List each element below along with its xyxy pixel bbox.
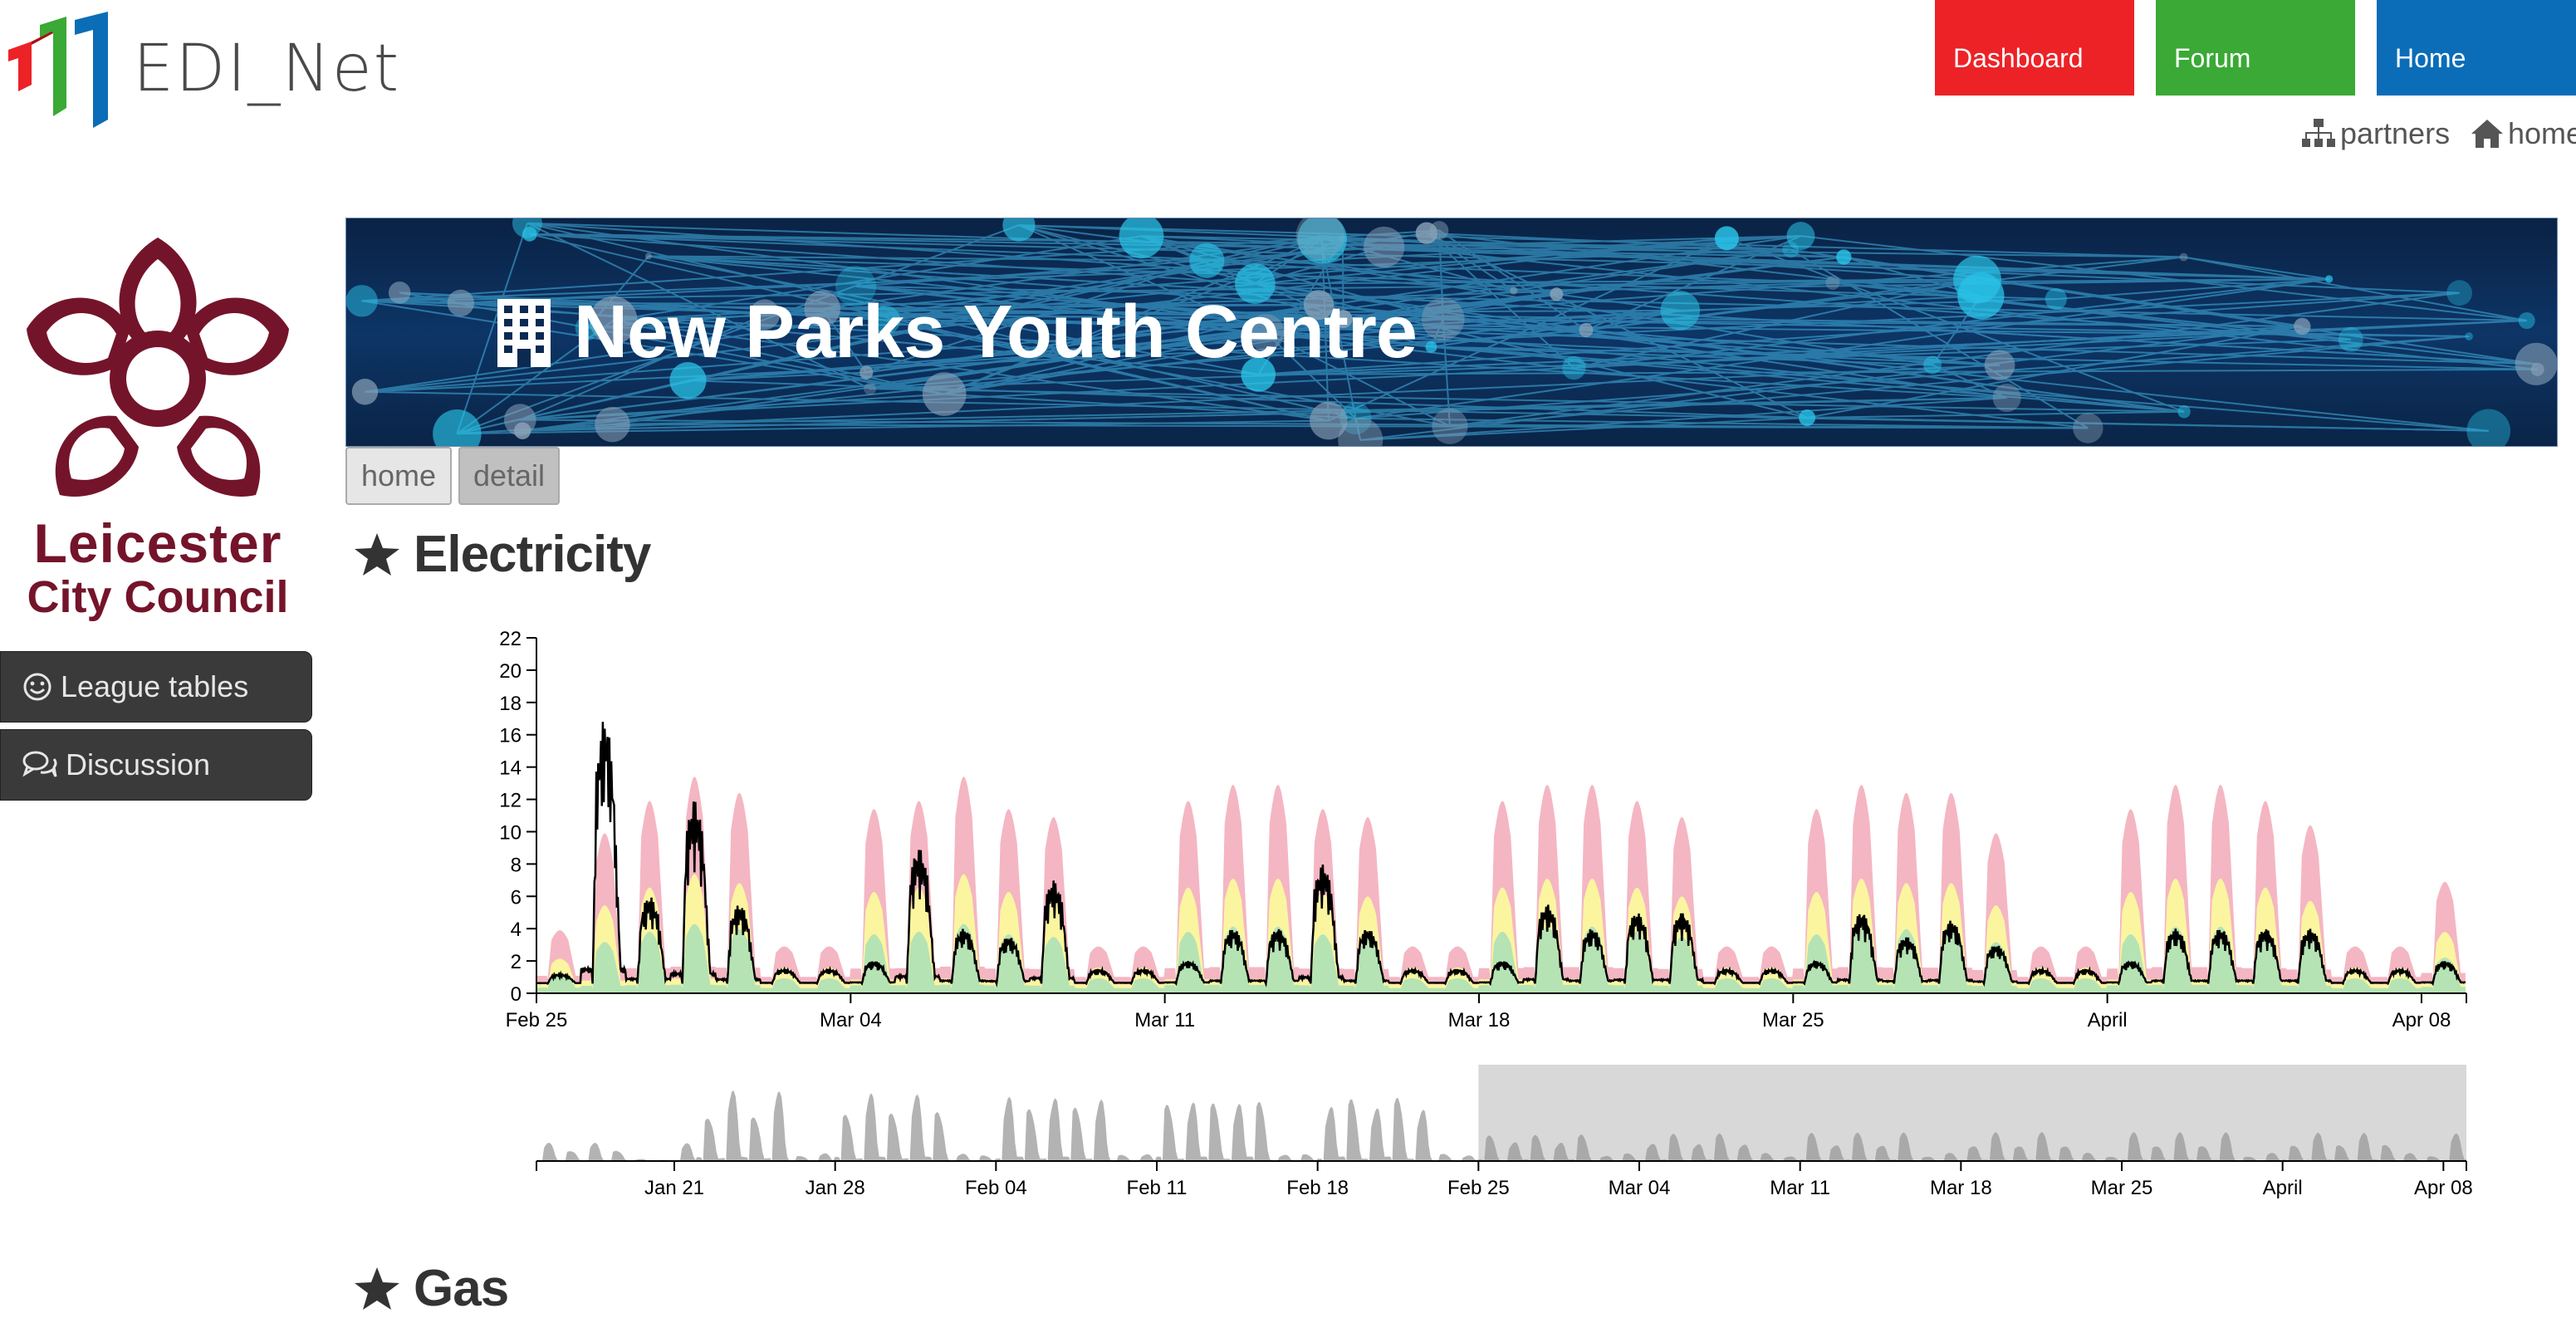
home-icon bbox=[2471, 120, 2503, 148]
y-tick-label: 2 bbox=[511, 951, 522, 973]
tudor-rose-icon bbox=[27, 238, 289, 497]
sidebar-item-label: League tables bbox=[61, 669, 249, 703]
x-tick-label: Apr 08 bbox=[2392, 1009, 2451, 1031]
section-heading-electricity: Electricity bbox=[354, 525, 651, 584]
x-tick-label: Mar 04 bbox=[820, 1009, 882, 1031]
partners-link[interactable]: partners bbox=[2302, 116, 2450, 151]
y-tick-label: 20 bbox=[499, 660, 522, 683]
council-name-line2: City Council bbox=[27, 572, 289, 622]
y-tick-label: 12 bbox=[499, 790, 522, 812]
overview-x-tick-label: Mar 18 bbox=[1930, 1177, 1992, 1199]
building-name: New Parks Youth Centre bbox=[574, 291, 1418, 374]
overview-x-tick-label: Jan 21 bbox=[644, 1177, 704, 1199]
y-tick-label: 16 bbox=[499, 725, 522, 747]
council-logo: Leicester City Council bbox=[15, 229, 301, 628]
star-icon[interactable] bbox=[354, 532, 400, 577]
nav-dashboard-button[interactable]: Dashboard bbox=[1935, 0, 2134, 96]
home-link[interactable]: home bbox=[2471, 116, 2576, 151]
nav-forum-button[interactable]: Forum bbox=[2156, 0, 2355, 96]
overview-x-tick-label: April bbox=[2263, 1177, 2303, 1199]
section-heading-gas: Gas bbox=[354, 1259, 509, 1318]
sidebar-item-league-tables[interactable]: League tables bbox=[0, 651, 312, 723]
site-banner: New Parks Youth Centre bbox=[345, 218, 2558, 447]
home-label: home bbox=[2508, 116, 2576, 150]
brand-name: EDI_Net bbox=[133, 32, 401, 106]
overview-x-tick-label: Feb 18 bbox=[1286, 1177, 1349, 1199]
y-tick-label: 22 bbox=[499, 628, 522, 650]
band-low-area bbox=[536, 924, 2466, 993]
council-name-line1: Leicester bbox=[33, 512, 282, 574]
tab-detail[interactable]: detail bbox=[458, 447, 560, 505]
section-title: Gas bbox=[414, 1260, 509, 1317]
edi-net-logo[interactable]: EDI_Net bbox=[7, 8, 399, 133]
x-tick-label: Mar 11 bbox=[1134, 1009, 1195, 1031]
smile-icon bbox=[23, 673, 51, 701]
x-tick-label: Mar 25 bbox=[1762, 1009, 1824, 1031]
main-plot[interactable]: 0 2 4 6 8 10 12 14 16 18 20 22 Feb 25 Mar 04 Mar 11 Mar… bbox=[499, 628, 2467, 1031]
sidebar-item-label: Discussion bbox=[66, 747, 211, 781]
y-tick-label: 0 bbox=[511, 983, 522, 1006]
network-background-image bbox=[346, 218, 2557, 446]
overview-area bbox=[536, 1090, 2466, 1161]
overview-x-tick-label: Mar 11 bbox=[1770, 1177, 1830, 1199]
page-title: New Parks Youth Centre bbox=[494, 290, 1418, 387]
brush-selection bbox=[1478, 1065, 2466, 1161]
x-tick-label: April bbox=[2088, 1009, 2128, 1031]
star-icon[interactable] bbox=[354, 1267, 400, 1311]
y-tick-label: 10 bbox=[499, 821, 522, 844]
section-title: Electricity bbox=[414, 526, 651, 583]
sidebar-item-discussion[interactable]: Discussion bbox=[0, 729, 312, 801]
tab-home[interactable]: home bbox=[345, 447, 452, 505]
y-tick-label: 14 bbox=[499, 757, 522, 780]
y-tick-label: 18 bbox=[499, 693, 522, 715]
overview-x-tick-label: Jan 28 bbox=[806, 1177, 865, 1199]
overview-x-tick-label: Feb 04 bbox=[965, 1177, 1027, 1199]
nav-home-button[interactable]: Home bbox=[2377, 0, 2576, 96]
overview-x-tick-label: Feb 25 bbox=[1447, 1177, 1510, 1199]
overview-x-tick-label: Mar 04 bbox=[1609, 1177, 1671, 1199]
consumption-line bbox=[536, 722, 2466, 988]
overview-x-tick-label: Mar 25 bbox=[2091, 1177, 2153, 1199]
x-tick-label: Feb 25 bbox=[506, 1009, 568, 1031]
x-tick-label: Mar 18 bbox=[1448, 1009, 1511, 1031]
comments-icon bbox=[22, 751, 57, 777]
sitemap-icon bbox=[2302, 119, 2335, 147]
y-tick-label: 8 bbox=[511, 854, 522, 876]
y-tick-label: 4 bbox=[511, 919, 522, 941]
edi-net-logo-icon bbox=[8, 12, 108, 128]
partners-label: partners bbox=[2340, 116, 2451, 150]
overview-x-tick-label: Apr 08 bbox=[2414, 1177, 2473, 1199]
building-icon bbox=[497, 298, 551, 367]
electricity-chart[interactable]: 0 2 4 6 8 10 12 14 16 18 20 22 Feb 25 Mar 04 Mar 11 Mar… bbox=[465, 615, 2475, 1213]
overview-plot[interactable]: Jan 21 Jan 28 Feb 04 Feb 11 Feb 18 Feb 25 Mar … bbox=[536, 1065, 2473, 1199]
y-tick-label: 6 bbox=[511, 886, 522, 909]
overview-x-tick-label: Feb 11 bbox=[1127, 1177, 1188, 1199]
